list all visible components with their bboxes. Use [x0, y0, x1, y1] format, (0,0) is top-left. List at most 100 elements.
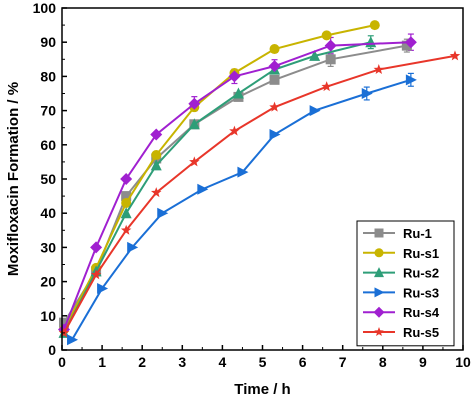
x-tick-label: 3 — [178, 354, 186, 370]
data-point-ru-s3 — [405, 74, 417, 86]
data-point-ru-s3 — [237, 166, 249, 178]
legend-label-ru-s4: Ru-s4 — [403, 305, 440, 320]
data-point-ru-s1 — [269, 44, 280, 55]
y-tick-label: 100 — [33, 0, 57, 16]
data-point-ru-s1 — [369, 20, 380, 31]
data-point-ru-s4 — [120, 173, 133, 185]
legend-label-ru-s1: Ru-s1 — [403, 246, 439, 261]
data-point-ru-s5 — [373, 64, 385, 75]
data-point-ru-s2 — [150, 159, 162, 171]
y-tick-label: 80 — [40, 68, 56, 84]
data-point-ru-s3 — [67, 334, 79, 346]
series-layer — [58, 20, 461, 346]
x-tick-label: 2 — [138, 354, 146, 370]
legend: Ru-1 Ru-s1 Ru-s2 Ru-s3 Ru-s4 Ru-s5 — [356, 220, 455, 347]
series-line-ru-s1 — [63, 24, 375, 330]
legend-item-ru-1: Ru-1 — [363, 226, 432, 241]
data-point-ru-s4 — [228, 70, 241, 83]
data-point-ru-s4 — [324, 39, 337, 52]
data-point-ru-1 — [325, 54, 336, 65]
y-tick-label: 10 — [40, 308, 56, 324]
data-point-ru-s2 — [365, 36, 377, 48]
data-point-ru-s3 — [97, 282, 109, 294]
data-point-ru-s3 — [127, 241, 139, 253]
y-tick-label: 0 — [48, 342, 56, 358]
data-point-ru-s4 — [404, 36, 417, 49]
legend-item-ru-s4: Ru-s4 — [363, 305, 440, 320]
data-point-ru-s4 — [188, 97, 201, 110]
data-point-ru-s2 — [188, 118, 200, 130]
data-point-ru-s3 — [157, 207, 169, 219]
data-point-ru-s3 — [361, 88, 373, 99]
series-line-ru-1 — [63, 44, 408, 324]
legend-label-ru-1: Ru-1 — [403, 226, 432, 241]
data-point-ru-1 — [121, 191, 132, 202]
x-tick-label: 5 — [259, 354, 267, 370]
legend-marker-ru-1 — [374, 228, 384, 238]
legend-label-ru-s5: Ru-s5 — [403, 325, 439, 340]
legend-item-ru-s3: Ru-s3 — [363, 285, 439, 300]
series-line-ru-s3 — [71, 78, 412, 341]
data-point-ru-s5 — [90, 269, 102, 280]
legend-marker-ru-s4 — [373, 306, 385, 318]
data-point-ru-s1 — [121, 197, 132, 208]
data-point-ru-s4 — [150, 128, 163, 141]
data-point-ru-1 — [401, 40, 412, 51]
data-point-ru-s1 — [151, 150, 162, 161]
y-tick-label: 60 — [40, 137, 56, 153]
legend-marker-ru-s1 — [374, 248, 384, 258]
series-line-ru-s5 — [63, 54, 456, 334]
legend-item-ru-s2: Ru-s2 — [363, 266, 439, 281]
x-tick-label: 9 — [419, 354, 427, 370]
data-point-ru-s2 — [232, 87, 244, 99]
data-point-ru-1 — [269, 74, 280, 85]
x-tick-label: 6 — [299, 354, 307, 370]
legend-item-ru-s5: Ru-s5 — [363, 325, 439, 340]
data-point-ru-s5 — [151, 187, 162, 198]
data-point-ru-s2 — [309, 49, 321, 61]
y-axis-title: Moxifloxacin Formation / % — [5, 82, 22, 276]
series-ru-s3 — [67, 74, 417, 346]
data-point-ru-s5 — [120, 224, 132, 235]
data-point-ru-s5 — [58, 327, 70, 338]
x-tick-label: 10 — [455, 354, 471, 370]
series-ru-s1 — [59, 20, 380, 335]
x-tick-label: 8 — [379, 354, 387, 370]
x-tick-label: 4 — [219, 354, 227, 370]
legend-label-ru-s3: Ru-s3 — [403, 285, 439, 300]
data-point-ru-s4 — [268, 60, 281, 73]
data-point-ru-s2 — [120, 207, 132, 219]
legend-marker-ru-s3 — [374, 287, 385, 298]
y-tick-label: 50 — [40, 171, 56, 187]
data-point-ru-s3 — [309, 105, 321, 117]
y-tick-label: 70 — [40, 103, 56, 119]
series-ru-s2 — [58, 36, 377, 338]
data-point-ru-1 — [59, 317, 70, 328]
series-ru-s4 — [58, 36, 417, 336]
series-ru-s5 — [58, 50, 461, 338]
x-tick-label: 0 — [58, 354, 66, 370]
legend-marker-ru-s5 — [374, 327, 384, 337]
legend-item-ru-s1: Ru-s1 — [363, 246, 439, 261]
data-point-ru-s5 — [449, 50, 461, 61]
y-tick-label: 40 — [40, 205, 56, 221]
legend-box — [356, 220, 455, 347]
y-tick-label: 20 — [40, 274, 56, 290]
x-tick-label: 1 — [98, 354, 106, 370]
data-point-ru-s5 — [321, 81, 332, 92]
data-point-ru-s3 — [269, 129, 281, 141]
legend-label-ru-s2: Ru-s2 — [403, 266, 439, 281]
data-point-ru-s3 — [197, 183, 209, 195]
x-tick-label: 7 — [339, 354, 347, 370]
data-point-ru-s5 — [229, 125, 240, 136]
data-point-ru-s5 — [269, 101, 280, 112]
x-axis-title: Time / h — [234, 381, 290, 398]
y-tick-label: 30 — [40, 239, 56, 255]
y-tick-label: 90 — [40, 34, 56, 50]
data-point-ru-s4 — [90, 241, 103, 254]
data-point-ru-s5 — [189, 156, 200, 167]
legend-marker-ru-s2 — [374, 267, 384, 278]
